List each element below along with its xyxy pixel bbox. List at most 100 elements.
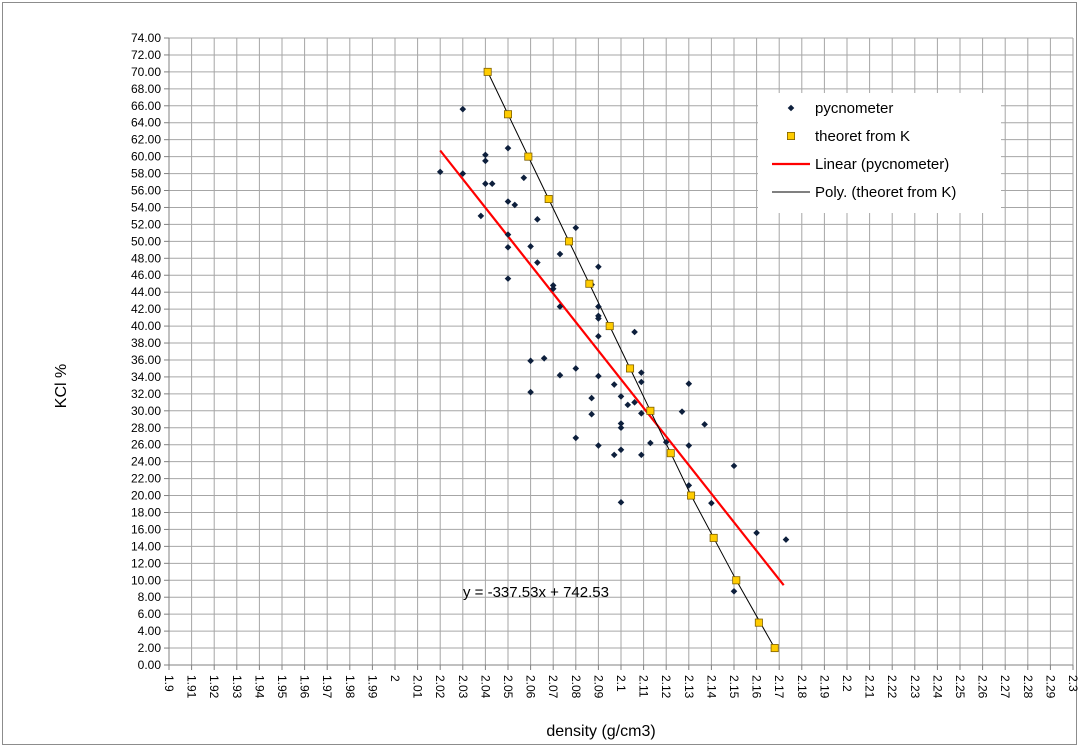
y-tick-labels: 0.00 2.00 4.00 6.00 8.00 10.00 12.00 14.00 16.00… xyxy=(131,31,161,672)
x-tick-label: 1.95 xyxy=(275,675,289,699)
point-pycnometer xyxy=(534,216,541,223)
point-pycnometer xyxy=(624,401,632,409)
x-tick-label: 2.26 xyxy=(976,675,990,699)
regression-equation: y = -337.53x + 742.53 xyxy=(463,584,609,601)
legend-item: pycnometer xyxy=(787,100,893,117)
point-theoret xyxy=(709,533,718,542)
y-tick-label: 36.00 xyxy=(131,353,161,367)
y-tick-label: 8.00 xyxy=(138,590,162,604)
point-pycnometer xyxy=(617,420,625,427)
point-pycnometer xyxy=(504,243,512,251)
x-tick-label: 2.02 xyxy=(433,675,447,699)
y-tick-label: 48.00 xyxy=(131,251,161,265)
x-tick-label: 2.22 xyxy=(885,675,899,699)
point-pycnometer xyxy=(595,303,602,310)
point-theoret xyxy=(483,67,492,76)
point-pycnometer xyxy=(482,157,489,165)
y-tick-label: 2.00 xyxy=(138,641,162,655)
x-tick-label: 2.29 xyxy=(1043,675,1057,699)
y-tick-label: 68.00 xyxy=(131,82,161,96)
point-pycnometer xyxy=(617,424,625,432)
y-tick-label: 40.00 xyxy=(131,319,161,333)
point-pycnometer xyxy=(610,381,618,388)
x-tick-label: 1.98 xyxy=(343,675,357,699)
point-pycnometer xyxy=(504,198,512,205)
x-tick-label: 2.3 xyxy=(1066,675,1078,692)
point-pycnometer xyxy=(782,536,790,543)
point-pycnometer xyxy=(610,451,618,459)
x-tick-label: 2.27 xyxy=(998,675,1012,699)
y-axis-title: KCl % xyxy=(53,364,70,408)
y-tick-label: 66.00 xyxy=(131,99,161,113)
point-theoret xyxy=(524,152,533,161)
legend-label: pycnometer xyxy=(815,100,893,117)
point-pycnometer xyxy=(595,315,602,322)
x-tick-label: 2.16 xyxy=(750,675,764,699)
point-pycnometer xyxy=(730,462,738,470)
y-tick-label: 70.00 xyxy=(131,65,161,79)
y-tick-label: 50.00 xyxy=(131,234,161,248)
y-tick-label: 20.00 xyxy=(131,489,161,503)
x-tick-label: 2.28 xyxy=(1021,675,1035,699)
x-tick-label: 1.94 xyxy=(252,675,266,699)
point-pycnometer xyxy=(572,224,580,232)
point-pycnometer xyxy=(708,499,715,507)
x-tick-label: 2.17 xyxy=(772,675,786,699)
y-tick-label: 28.00 xyxy=(131,421,161,435)
y-tick-label: 32.00 xyxy=(131,387,161,401)
y-tick-label: 30.00 xyxy=(131,404,161,418)
point-theoret xyxy=(565,237,574,246)
x-tick-label: 2.03 xyxy=(456,675,470,699)
x-tick-label: 2.23 xyxy=(908,675,922,699)
x-tick-label: 2.08 xyxy=(569,675,583,699)
series-line xyxy=(439,149,785,586)
point-pycnometer xyxy=(556,303,564,310)
y-tick-label: 16.00 xyxy=(131,522,161,536)
y-tick-label: 62.00 xyxy=(131,133,161,147)
x-tick-label: 2.01 xyxy=(411,675,425,699)
point-pycnometer xyxy=(527,243,534,250)
point-pycnometer xyxy=(572,434,580,442)
y-tick-label: 24.00 xyxy=(131,455,161,469)
point-pycnometer xyxy=(631,328,638,336)
point-pycnometer xyxy=(572,365,580,372)
x-tick-label: 2.25 xyxy=(953,675,967,699)
x-tick-label: 2.04 xyxy=(478,675,492,699)
y-tick-label: 60.00 xyxy=(131,150,161,164)
point-pycnometer xyxy=(588,410,595,418)
point-pycnometer xyxy=(678,408,686,415)
point-pycnometer xyxy=(520,174,528,182)
point-pycnometer xyxy=(488,180,496,188)
point-theoret xyxy=(626,364,635,373)
y-tick-label: 26.00 xyxy=(131,438,161,452)
point-pycnometer xyxy=(482,180,489,188)
point-pycnometer xyxy=(730,587,738,595)
legend: pycnometer theoret from K Linear (pycnomet… xyxy=(758,93,1001,213)
x-tick-label: 1.9 xyxy=(162,675,176,692)
x-tick-label: 2.18 xyxy=(795,675,809,699)
x-tick-label: 2.06 xyxy=(524,675,538,699)
x-tick-label: 2.09 xyxy=(591,675,605,699)
legend-item: Poly. (theoret from K) xyxy=(772,184,956,201)
y-tick-label: 0.00 xyxy=(138,658,162,672)
point-pycnometer xyxy=(638,369,645,376)
y-tick-label: 72.00 xyxy=(131,48,161,62)
point-theoret xyxy=(732,576,741,585)
legend-marker xyxy=(787,131,796,140)
y-tick-label: 74.00 xyxy=(131,31,161,45)
x-tick-label: 2.11 xyxy=(637,675,651,698)
point-pycnometer xyxy=(595,372,602,380)
x-tick-label: 1.97 xyxy=(320,675,334,699)
x-tick-label: 2.14 xyxy=(704,675,718,699)
x-tick-label: 2.24 xyxy=(930,675,944,699)
x-tick-label: 2.12 xyxy=(659,675,673,699)
point-pycnometer xyxy=(685,442,693,449)
point-pycnometer xyxy=(549,285,557,293)
y-tick-label: 34.00 xyxy=(131,370,161,384)
y-tick-label: 12.00 xyxy=(131,556,161,570)
x-tick-label: 2.07 xyxy=(546,675,560,699)
x-tick-label: 2 xyxy=(388,675,402,682)
legend-marker xyxy=(787,104,795,112)
x-tick-label: 1.99 xyxy=(365,675,379,699)
point-pycnometer xyxy=(638,378,645,386)
